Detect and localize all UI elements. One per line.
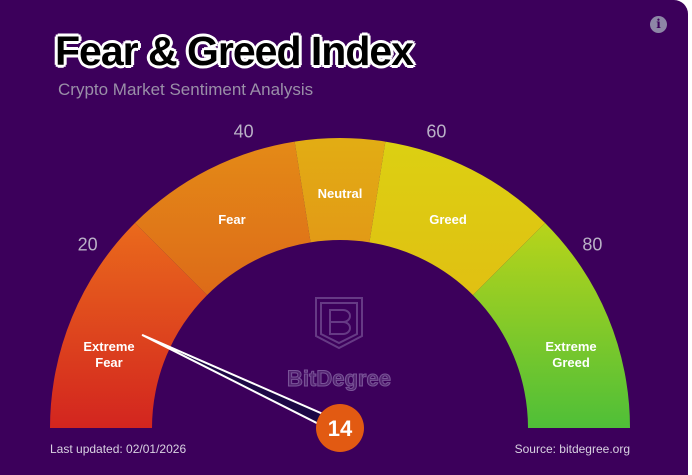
last-updated: Last updated: 02/01/2026 bbox=[50, 442, 187, 456]
segment-label: Greed bbox=[429, 212, 467, 227]
source-link[interactable]: Source: bitdegree.org bbox=[514, 442, 630, 456]
tick-label: 60 bbox=[426, 121, 446, 141]
gauge-value: 14 bbox=[328, 416, 353, 441]
gauge-segment bbox=[369, 141, 546, 296]
value-badge bbox=[316, 404, 364, 452]
segment-label: Greed bbox=[552, 355, 590, 370]
gauge-segment bbox=[294, 137, 386, 243]
segment-label: Extreme bbox=[83, 339, 134, 354]
segment-label: Extreme bbox=[545, 339, 596, 354]
gauge-segment bbox=[472, 222, 630, 428]
gauge-segment bbox=[134, 141, 311, 296]
segment-label: Fear bbox=[95, 355, 122, 370]
page-title: Fear & Greed Index bbox=[55, 28, 414, 74]
watermark-text: BitDegree bbox=[287, 366, 391, 391]
bitdegree-logo bbox=[315, 297, 363, 350]
segment-label: Neutral bbox=[318, 186, 363, 201]
info-icon[interactable]: i bbox=[650, 16, 667, 33]
tick-label: 40 bbox=[234, 121, 254, 141]
subtitle: Crypto Market Sentiment Analysis bbox=[58, 80, 314, 99]
tick-label: 20 bbox=[78, 235, 98, 255]
segment-label: Fear bbox=[218, 212, 245, 227]
tick-label: 80 bbox=[582, 235, 602, 255]
gauge-segment bbox=[50, 222, 208, 428]
